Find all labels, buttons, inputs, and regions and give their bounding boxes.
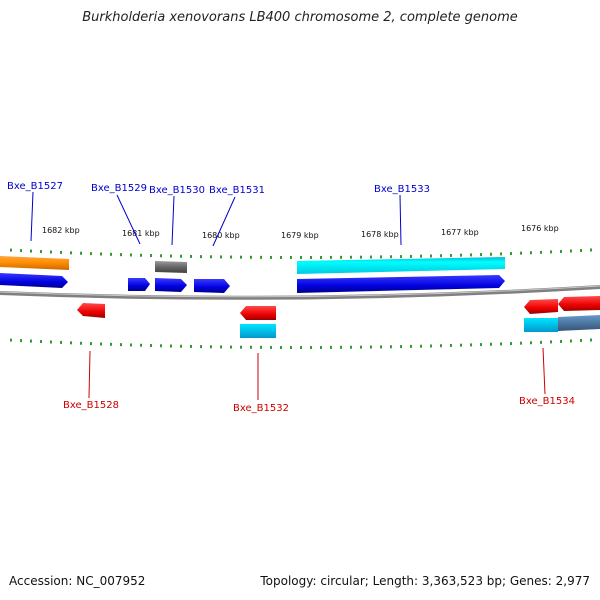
- gene-label-bxe-b1528[interactable]: Bxe_B1528: [63, 400, 119, 411]
- gene-label-bxe-b1534[interactable]: Bxe_B1534: [519, 396, 575, 407]
- feature-steelblue[interactable]: [558, 315, 600, 331]
- cds-reverse-bxe-b1532[interactable]: [240, 306, 276, 320]
- forward-leader-lines: [30, 191, 402, 247]
- scale-label-1682: 1682 kbp: [42, 226, 80, 235]
- feature-cyan-large[interactable]: [297, 257, 505, 274]
- scale-label-1680: 1680 kbp: [202, 231, 240, 240]
- scale-label-1676: 1676 kbp: [521, 224, 559, 233]
- cds-forward-bxe-b1531[interactable]: [194, 279, 230, 293]
- scale-label-1677: 1677 kbp: [441, 228, 479, 237]
- gene-label-bxe-b1530[interactable]: Bxe_B1530: [149, 185, 205, 196]
- cds-forward-bxe-b1527[interactable]: [0, 273, 68, 288]
- feature-cyan-lower[interactable]: [240, 324, 276, 338]
- scale-label-1679: 1679 kbp: [281, 231, 319, 240]
- chromosome-backbone-highlight: [0, 285, 600, 298]
- gene-label-bxe-b1532[interactable]: Bxe_B1532: [233, 403, 289, 414]
- scale-ticks-bottom: [10, 338, 592, 349]
- feature-gray[interactable]: [155, 261, 187, 273]
- map-title: Burkholderia xenovorans LB400 chromosome…: [82, 10, 518, 25]
- accession-text: Accession: NC_007952: [9, 574, 146, 588]
- gene-label-bxe-b1533[interactable]: Bxe_B1533: [374, 184, 430, 195]
- genome-summary: Topology: circular; Length: 3,363,523 bp…: [260, 574, 590, 588]
- cds-forward-bxe-b1530[interactable]: [155, 278, 187, 292]
- scale-label-1678: 1678 kbp: [361, 230, 399, 239]
- feature-orange[interactable]: [0, 256, 69, 270]
- scale-ticks-top: [10, 248, 592, 259]
- cds-reverse-bxe-b1528[interactable]: [77, 303, 105, 318]
- cds-reverse-next[interactable]: [558, 296, 600, 311]
- gene-label-bxe-b1531[interactable]: Bxe_B1531: [209, 185, 265, 196]
- reverse-leader-lines: [88, 347, 546, 400]
- cds-forward-bxe-b1529[interactable]: [128, 278, 150, 291]
- chromosome-backbone: [0, 285, 600, 300]
- cds-reverse-bxe-b1534[interactable]: [524, 299, 558, 314]
- scale-label-1681: 1681 kbp: [122, 229, 160, 238]
- cds-forward-bxe-b1533[interactable]: [297, 275, 505, 293]
- feature-cyan-right[interactable]: [524, 318, 558, 332]
- gene-label-bxe-b1529[interactable]: Bxe_B1529: [91, 183, 147, 194]
- gene-label-bxe-b1527[interactable]: Bxe_B1527: [7, 181, 63, 192]
